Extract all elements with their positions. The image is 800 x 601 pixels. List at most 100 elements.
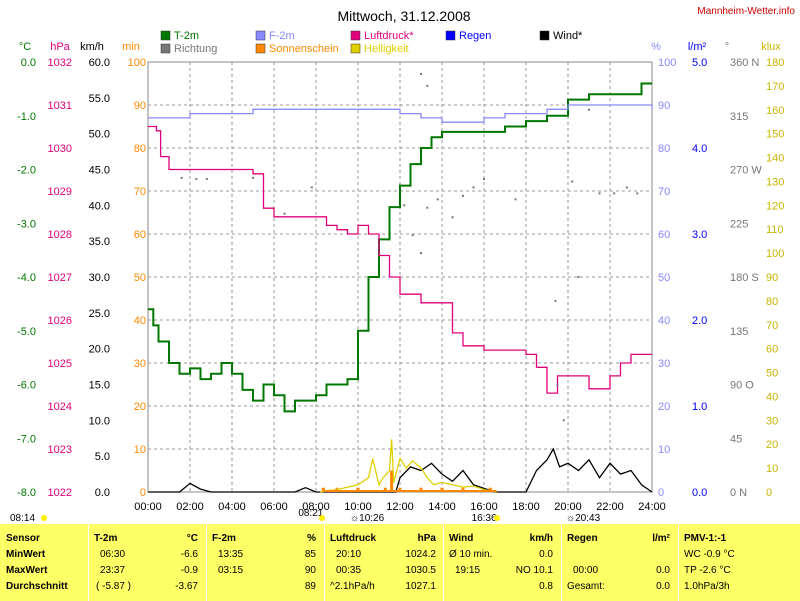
direction-dot xyxy=(577,276,580,278)
tick-label-pressure: 1022 xyxy=(48,487,72,499)
stats-humidity-value: 89 xyxy=(304,581,316,592)
stats-header-temp-unit: °C xyxy=(186,533,198,544)
axis-unit-direction: ° xyxy=(725,41,729,53)
tick-label-direction: 360 N xyxy=(730,57,759,69)
direction-dot xyxy=(195,178,198,181)
sun-time-sunset: ☼20:43 xyxy=(566,513,601,524)
direction-dot xyxy=(462,194,464,197)
tick-label-wind: 40.0 xyxy=(89,200,110,212)
tick-label-direction: 270 W xyxy=(730,165,762,177)
tick-label-wind: 45.0 xyxy=(89,165,110,177)
tick-label-temp: -2.0 xyxy=(17,165,36,177)
tick-label-pressure: 1028 xyxy=(48,229,72,241)
tick-label-light: 120 xyxy=(766,200,784,212)
tick-label-pressure: 1027 xyxy=(48,272,72,284)
direction-dot xyxy=(180,176,183,179)
axis-unit-wind: km/h xyxy=(80,41,104,53)
tick-label-time: 22:00 xyxy=(596,501,624,513)
direction-dot xyxy=(252,176,254,179)
stats-humidity-value: 90 xyxy=(304,565,316,576)
tick-label-light: 90 xyxy=(766,272,778,284)
tick-label-pressure: 1024 xyxy=(48,401,72,413)
stats-header-pressure: Luftdruck xyxy=(330,533,377,544)
tick-label-pressure: 1025 xyxy=(48,358,72,370)
tick-label-direction: 0 N xyxy=(730,487,747,499)
legend-swatch xyxy=(350,43,361,54)
direction-dot xyxy=(426,84,429,87)
tick-label-rain: 5.0 xyxy=(692,57,707,69)
legend-swatch xyxy=(445,30,456,41)
tick-label-wind: 10.0 xyxy=(89,415,110,427)
tick-label-time: 20:00 xyxy=(554,501,582,513)
tick-label-wind: 55.0 xyxy=(89,93,110,105)
direction-dot xyxy=(483,178,485,181)
tick-label-pressure: 1026 xyxy=(48,315,72,327)
stats-pmv-value: 1.0hPa/3h xyxy=(684,581,730,592)
tick-label-rain: 1.0 xyxy=(692,401,707,413)
sunshine-bar xyxy=(356,487,360,492)
tick-label-direction: 90 O xyxy=(730,380,754,392)
site-name[interactable]: Mannheim-Wetter.info xyxy=(697,6,795,17)
tick-label-time: 10:00 xyxy=(344,501,372,513)
tick-label-direction: 45 xyxy=(730,433,742,445)
stats-header-humidity-unit: % xyxy=(307,533,316,544)
direction-dot xyxy=(588,108,590,111)
legend-label: Sonnenschein xyxy=(269,43,339,55)
first-sun-marker-icon xyxy=(319,515,325,521)
series-line-t-2m xyxy=(148,82,652,413)
tick-label-pressure: 1029 xyxy=(48,186,72,198)
stats-rain-value: 0.0 xyxy=(656,581,670,592)
sun-time-last-sun: 16:36 xyxy=(472,513,497,524)
tick-label-pressure: 1023 xyxy=(48,444,72,456)
tick-label-wind: 0.0 xyxy=(95,487,110,499)
tick-label-sun: 40 xyxy=(134,315,146,327)
legend-swatch xyxy=(160,30,171,41)
stats-header-pmv: PMV-1:-1 xyxy=(684,533,727,544)
direction-dot xyxy=(556,383,559,386)
tick-label-humidity: 30 xyxy=(658,358,670,370)
direction-dot xyxy=(514,198,517,201)
tick-label-humidity: 100 xyxy=(658,57,676,69)
stats-humidity-time: 03:15 xyxy=(218,565,244,576)
stats-table: Sensor T-2m °C F-2m % Luftdruck hPa Wind… xyxy=(0,524,800,601)
tick-label-humidity: 40 xyxy=(658,315,670,327)
direction-dot xyxy=(310,186,313,189)
tick-label-rain: 3.0 xyxy=(692,229,707,241)
stats-header-wind: Wind xyxy=(449,533,474,544)
tick-label-humidity: 70 xyxy=(658,186,670,198)
sunrise-marker-icon xyxy=(41,515,47,521)
tick-label-temp: -6.0 xyxy=(17,380,36,392)
direction-dot xyxy=(636,192,639,195)
legend-label: T-2m xyxy=(174,30,199,42)
sun-time-max-sun: ☼10:26 xyxy=(350,513,385,524)
grid xyxy=(148,62,652,492)
direction-dot xyxy=(598,192,601,195)
sunshine-bar xyxy=(461,487,465,492)
stats-rain-label: Gesamt: xyxy=(567,581,605,592)
last-sun-marker-icon xyxy=(494,515,500,521)
stats-rain-value: 0.0 xyxy=(656,565,670,576)
stats-pressure-time: 20:10 xyxy=(336,549,362,560)
direction-dot xyxy=(554,299,557,302)
legend-label: Luftdruck* xyxy=(364,30,414,42)
tick-label-pressure: 1032 xyxy=(48,57,72,69)
tick-label-time: 12:00 xyxy=(386,501,414,513)
tick-label-light: 50 xyxy=(766,368,778,380)
tick-label-light: 10 xyxy=(766,463,778,475)
tick-label-sun: 70 xyxy=(134,186,146,198)
series-line-helligkeit xyxy=(320,439,497,493)
stats-pressure-value: 1030.5 xyxy=(405,565,436,576)
tick-label-time: 16:00 xyxy=(470,501,498,513)
tick-label-light: 40 xyxy=(766,391,778,403)
stats-pressure-time: 00:35 xyxy=(336,565,362,576)
tick-label-humidity: 50 xyxy=(658,272,670,284)
direction-dot xyxy=(411,234,414,237)
axis-unit-light: klux xyxy=(761,41,781,53)
tick-label-temp: -1.0 xyxy=(17,111,36,123)
tick-label-light: 170 xyxy=(766,81,784,93)
direction-dot xyxy=(613,192,616,195)
tick-label-sun: 30 xyxy=(134,358,146,370)
stats-header-temp: T-2m xyxy=(94,533,118,544)
stats-temp-value: -3.67 xyxy=(175,581,198,592)
tick-label-sun: 10 xyxy=(134,444,146,456)
